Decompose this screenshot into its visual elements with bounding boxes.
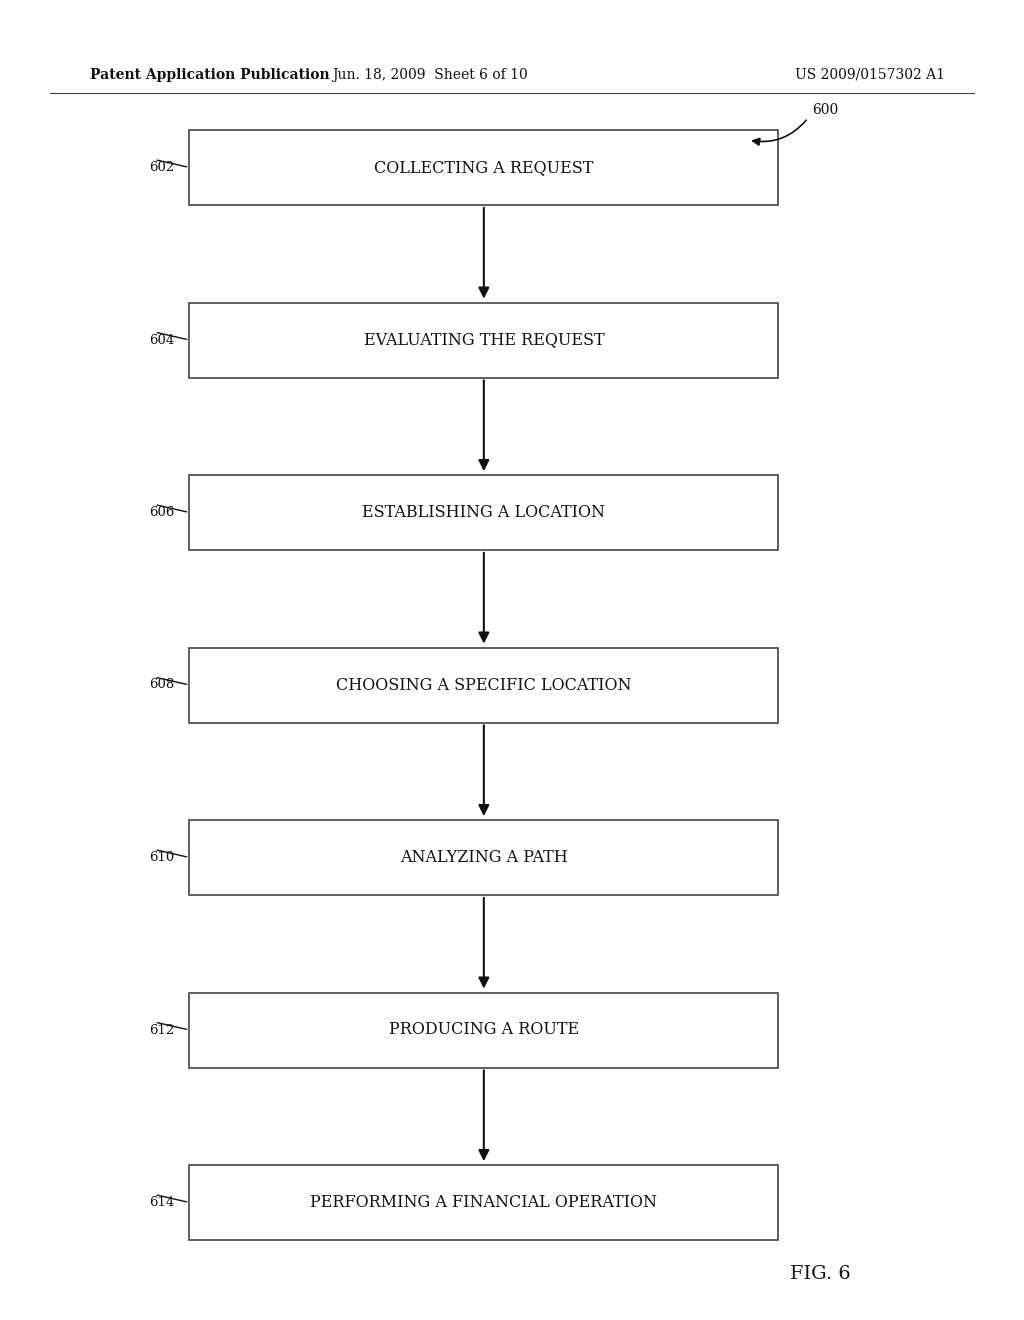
Text: ANALYZING A PATH: ANALYZING A PATH <box>400 849 567 866</box>
Text: FIG. 6: FIG. 6 <box>790 1265 851 1283</box>
Text: Patent Application Publication: Patent Application Publication <box>90 69 330 82</box>
Text: 608: 608 <box>150 678 174 692</box>
Bar <box>189 993 778 1068</box>
Bar <box>189 648 778 722</box>
Text: 610: 610 <box>150 851 174 865</box>
Text: 606: 606 <box>150 506 174 519</box>
Text: 604: 604 <box>150 334 174 346</box>
Text: CHOOSING A SPECIFIC LOCATION: CHOOSING A SPECIFIC LOCATION <box>336 676 632 693</box>
Text: Jun. 18, 2009  Sheet 6 of 10: Jun. 18, 2009 Sheet 6 of 10 <box>332 69 528 82</box>
Text: PRODUCING A ROUTE: PRODUCING A ROUTE <box>389 1022 579 1039</box>
Bar <box>189 302 778 378</box>
Text: PERFORMING A FINANCIAL OPERATION: PERFORMING A FINANCIAL OPERATION <box>310 1195 657 1210</box>
Text: COLLECTING A REQUEST: COLLECTING A REQUEST <box>374 158 594 176</box>
Text: 614: 614 <box>150 1196 174 1209</box>
Text: 600: 600 <box>812 103 839 117</box>
Bar <box>189 129 778 205</box>
Bar <box>189 820 778 895</box>
Text: EVALUATING THE REQUEST: EVALUATING THE REQUEST <box>364 331 604 348</box>
Bar <box>189 475 778 550</box>
Bar <box>189 1166 778 1239</box>
Text: 602: 602 <box>150 161 174 174</box>
Text: ESTABLISHING A LOCATION: ESTABLISHING A LOCATION <box>362 504 605 521</box>
Text: 612: 612 <box>150 1023 174 1036</box>
Text: US 2009/0157302 A1: US 2009/0157302 A1 <box>795 69 945 82</box>
